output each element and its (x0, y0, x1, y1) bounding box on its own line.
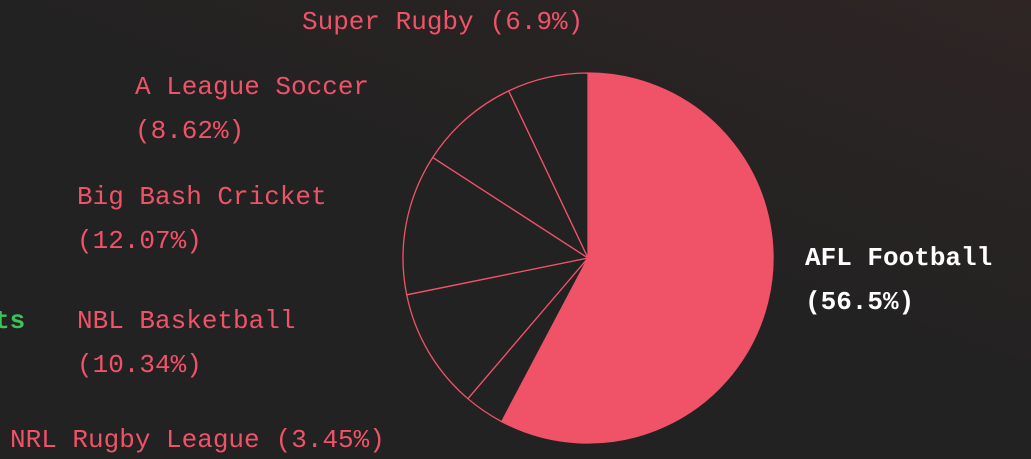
slice-label-group: Super Rugby (6.9%) (302, 7, 583, 37)
cut-off-label: ts (0, 306, 25, 336)
pie-slice (402, 156, 589, 296)
slice-value-label: (56.5%) (805, 287, 914, 317)
slice-value-label: (12.07%) (77, 226, 202, 256)
slice-label: Super Rugby (302, 7, 474, 37)
slice-label: NBL Basketball (77, 306, 295, 336)
slice-value-label: (8.62%) (135, 116, 244, 146)
slice-value-label: (3.45%) (276, 425, 385, 455)
slice-label-group: NRL Rugby League (3.45%) (10, 425, 385, 455)
slice-value-label: (6.9%) (490, 7, 584, 37)
slice-value-label: (10.34%) (77, 350, 202, 380)
pie-slice (406, 257, 589, 400)
slice-label: AFL Football (805, 243, 992, 273)
pie-slice (501, 72, 774, 444)
pie-slice (432, 90, 589, 259)
slice-label: NRL Rugby League (10, 425, 260, 455)
slice-label: A League Soccer (135, 72, 369, 102)
slice-label: Big Bash Cricket (77, 182, 327, 212)
pie-slice (508, 72, 589, 259)
